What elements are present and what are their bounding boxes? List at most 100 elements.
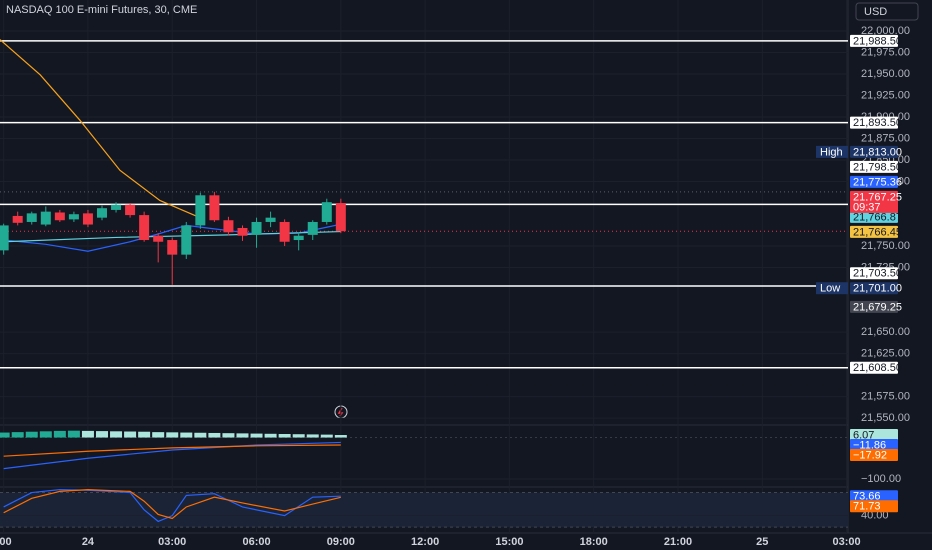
price-label-box [850, 160, 898, 173]
candle-body [26, 213, 37, 222]
price-label-box [850, 490, 898, 503]
candle-body [293, 235, 304, 241]
price-label: 21,893.50 [853, 117, 902, 129]
y-tick-label: 21,925.00 [861, 89, 910, 101]
candle-body [40, 211, 51, 225]
price-label-box [850, 282, 898, 295]
indicator-line [3, 444, 341, 457]
histogram-bar [152, 432, 165, 438]
price-label-box [850, 267, 898, 280]
indicator-line [3, 489, 341, 520]
candle-body [181, 225, 192, 255]
price-label: 21,798.50 [853, 161, 902, 173]
price-label-box [850, 175, 898, 188]
y-tick-label: 21,575.00 [861, 391, 910, 403]
candle-body [209, 195, 220, 221]
x-tick-label: 03:00 [158, 536, 186, 548]
histogram-bar [81, 430, 94, 438]
histogram-bar [67, 430, 80, 438]
currency: USD [864, 6, 887, 18]
y-tick-label: 40.00 [861, 510, 889, 522]
price-label-box [850, 500, 898, 513]
candle-body [265, 217, 276, 222]
price-label-box [850, 439, 898, 452]
candle-body [68, 214, 79, 220]
y-tick-label: −100.00 [861, 473, 901, 485]
histogram-bar [138, 431, 151, 438]
price-label: 21,701.00 [853, 283, 902, 295]
price-label: 21,766.45 [853, 226, 902, 238]
x-tick-label: 24 [82, 536, 95, 548]
x-tick-label: 12:00 [411, 536, 439, 548]
histogram-bar [306, 434, 319, 438]
candle-body [54, 212, 65, 221]
candle-body [139, 215, 150, 241]
candle-body [237, 227, 248, 236]
histogram-bar [53, 430, 66, 438]
histogram-bar [278, 434, 291, 438]
histogram-bar [124, 431, 137, 438]
price-label: −17.92 [853, 449, 887, 461]
price-label-box [850, 190, 898, 203]
histogram-bar [110, 431, 123, 438]
y-tick-label: 21,750.00 [861, 240, 910, 252]
histogram-bar [0, 432, 10, 438]
indicator-line [3, 489, 341, 523]
histogram-bar [25, 431, 38, 438]
y-tick-label: 21,950.00 [861, 68, 910, 80]
histogram-bar [334, 435, 347, 438]
price-label-box [850, 145, 898, 158]
price-label: 21,813.00 [853, 146, 902, 158]
price-label-box [850, 225, 898, 238]
price-label: 21,766.87 [853, 211, 902, 223]
histogram-bar [222, 433, 235, 438]
tag: High [820, 146, 843, 158]
candle-body [12, 215, 23, 223]
candle-body [223, 220, 234, 233]
x-tick-label: 15:00 [495, 536, 523, 548]
candle-body [0, 225, 9, 251]
candle-body [279, 221, 290, 242]
tag: Low [820, 283, 840, 295]
candle-body [335, 203, 346, 232]
price-label-box [850, 300, 898, 313]
x-tick-label: 06:00 [242, 536, 270, 548]
price-label: 6.07 [853, 429, 874, 441]
price-label: 21,608.50 [853, 362, 902, 374]
histogram-bar [208, 432, 221, 438]
indicator-line [3, 441, 341, 470]
histogram-bar [292, 434, 305, 438]
candle-body [111, 204, 122, 210]
price-label: 21,988.50 [853, 35, 902, 47]
histogram-bar [166, 432, 179, 438]
price-label: 73.66 [853, 491, 881, 503]
price-label-box [850, 429, 898, 442]
price-label: 21,679.25 [853, 301, 902, 313]
x-tick-label: 21:00 [664, 536, 692, 548]
indicator-line [0, 39, 201, 219]
histogram-bar [250, 433, 263, 438]
tag-box [816, 282, 848, 295]
histogram-bar [95, 431, 108, 438]
x-tick-label: 09:00 [327, 536, 355, 548]
candle-body [321, 202, 332, 222]
tag-box [816, 145, 848, 158]
y-tick-label: 22,000.00 [861, 25, 910, 37]
price-label: 71.73 [853, 501, 881, 513]
candle-body [195, 195, 206, 226]
currency-box[interactable] [855, 2, 919, 21]
y-tick-label: 21,650.00 [861, 326, 910, 338]
x-tick-label: 03:00 [833, 536, 861, 548]
y-tick-label: 21,975.00 [861, 46, 910, 58]
candle-body [167, 240, 178, 255]
price-label: 21,767.25 [853, 191, 902, 203]
histogram-bar [194, 432, 207, 438]
histogram-bar [11, 432, 24, 438]
y-tick-label: 21,625.00 [861, 347, 910, 359]
x-tick-label: 18:00 [580, 536, 608, 548]
price-label-box [850, 34, 898, 47]
